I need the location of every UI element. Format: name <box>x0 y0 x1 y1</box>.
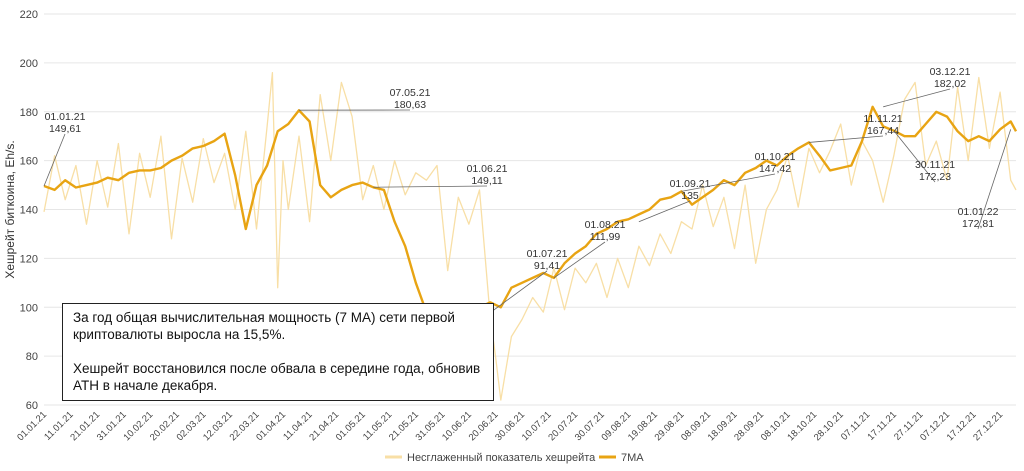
annotation-leader <box>883 88 951 108</box>
annotation-leader <box>893 130 936 183</box>
x-tick-label: 01.05.21 <box>334 409 368 443</box>
annotation-date: 01.10.21 <box>755 151 796 163</box>
x-tick-label: 27.12.21 <box>971 409 1005 443</box>
y-tick-label: 140 <box>20 205 38 217</box>
y-tick-label: 80 <box>26 351 38 363</box>
y-axis-title: Хешрейт биткоина, Eh/s. <box>3 140 17 278</box>
y-tick-label: 160 <box>20 156 38 168</box>
y-tick-label: 200 <box>20 58 38 70</box>
y-tick-label: 100 <box>20 302 38 314</box>
annotation-date: 01.07.21 <box>527 248 568 260</box>
annotation-date: 01.01.21 <box>45 111 86 123</box>
annotation-value: 167,44 <box>867 125 899 137</box>
annotation-date: 01.08.21 <box>585 219 626 231</box>
x-tick-label: 01.01.21 <box>15 409 49 443</box>
annotation-leader <box>638 200 691 223</box>
annotation-leader <box>553 241 606 279</box>
x-tick-label: 01.04.21 <box>254 409 288 443</box>
annotation-value: 111,99 <box>590 231 621 243</box>
annotation-value: 172,81 <box>962 218 994 230</box>
y-tick-label: 220 <box>20 9 38 21</box>
y-tick-label: 120 <box>20 253 38 265</box>
annotation-leader <box>808 135 884 143</box>
y-tick-label: 180 <box>20 107 38 119</box>
annotation-date: 11.11.21 <box>863 113 902 125</box>
annotation-value: 147,42 <box>759 163 791 175</box>
annotation-leader <box>977 129 1012 230</box>
raw-hashrate-line <box>43 72 1017 401</box>
annotation-leader <box>43 133 66 187</box>
note-paragraph-growth: За год общая вычислительная мощность (7 … <box>73 310 455 342</box>
annotation-date: 01.09.21 <box>670 178 711 190</box>
legend-label-7ma: 7MA <box>621 452 644 464</box>
summary-note: За год общая вычислительная мощность (7 … <box>62 303 494 401</box>
annotation-date: 30.11.21 <box>915 159 955 171</box>
note-paragraph-ath: Хешрейт восстановился после обвала в сер… <box>73 361 481 393</box>
annotation-value: 149,61 <box>49 123 81 135</box>
annotation-date: 01.06.21 <box>467 163 508 175</box>
annotation-value: 149,11 <box>471 175 502 187</box>
y-tick-label: 60 <box>26 400 38 412</box>
annotation-leader <box>681 173 776 192</box>
annotation-value: 135 <box>681 190 699 202</box>
annotation-leader <box>373 185 488 188</box>
annotation-value: 182,02 <box>934 78 966 90</box>
annotation-date: 01.01.22 <box>958 206 999 218</box>
x-tick-label: 28.10.21 <box>812 409 846 443</box>
annotation-date: 03.12.21 <box>930 66 971 78</box>
annotation-value: 172,23 <box>919 171 951 183</box>
annotation-value: 180,63 <box>394 99 426 111</box>
ma7-line <box>43 105 1018 348</box>
legend-label-raw: Несглаженный показатель хешрейта <box>407 452 596 464</box>
annotation-date: 07.05.21 <box>390 87 431 99</box>
annotation-value: 91,41 <box>534 260 560 272</box>
